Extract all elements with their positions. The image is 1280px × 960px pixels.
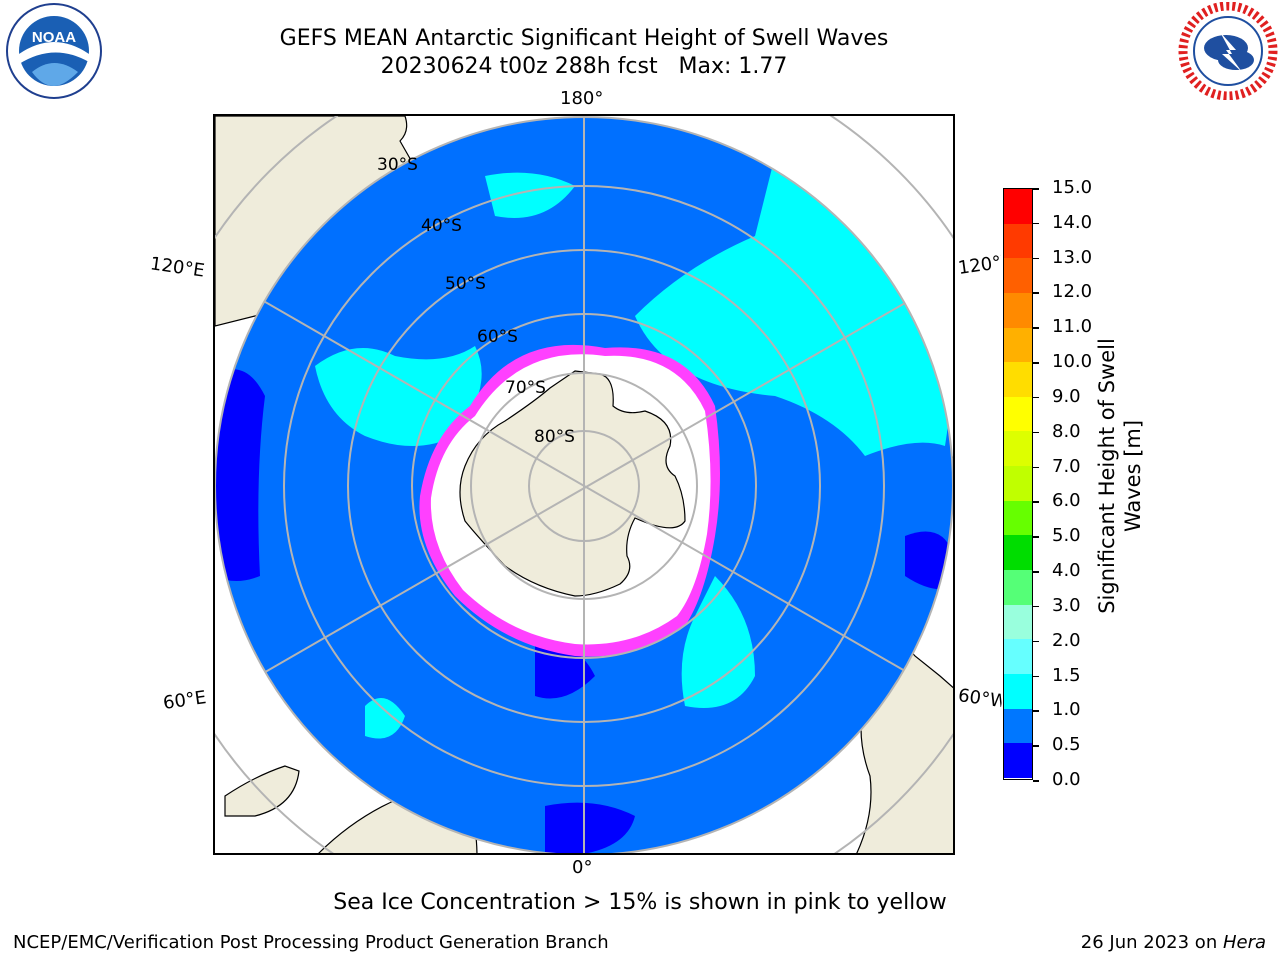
- colorbar-tick-label: 6.0: [1052, 490, 1081, 512]
- colorbar-tick-label: 7.0: [1052, 455, 1081, 477]
- colorbar-segment: [1004, 396, 1032, 432]
- chart-subtitle: 20230624 t00z 288h fcst Max: 1.77: [380, 54, 788, 79]
- lon-label-120e: 120°E: [148, 253, 206, 282]
- colorbar-segment: [1004, 500, 1032, 536]
- noaa-logo: NOAA: [4, 2, 104, 100]
- colorbar-tick-mark: [1033, 188, 1039, 190]
- colorbar-tick-mark: [1033, 640, 1039, 643]
- colorbar-segment: [1004, 466, 1032, 501]
- lat-label-80s: 80°S: [534, 427, 575, 447]
- colorbar-tick-label: 14.0: [1052, 211, 1093, 233]
- colorbar-tick-label: 1.0: [1052, 699, 1081, 721]
- lat-label-50s: 50°S: [445, 274, 486, 294]
- graticule: [215, 117, 953, 853]
- colorbar-label-line2: Waves [m]: [1120, 419, 1145, 533]
- colorbar-tick-mark: [1033, 466, 1039, 469]
- colorbar-tick-mark: [1033, 362, 1039, 364]
- colorbar-tick-label: 4.0: [1052, 560, 1081, 582]
- colorbar-tick-mark: [1033, 710, 1039, 712]
- colorbar-segment: [1004, 258, 1032, 293]
- polar-map: 30°S 40°S 50°S 60°S 70°S 80°S: [213, 114, 955, 855]
- colorbar-tick-label: 8.0: [1052, 420, 1081, 442]
- colorbar-segment: [1004, 431, 1032, 467]
- lon-label-60w: 60°W: [956, 685, 1004, 712]
- colorbar-tick-label: 5.0: [1052, 525, 1081, 547]
- colorbar-tick-mark: [1033, 780, 1039, 782]
- colorbar-segment: [1004, 639, 1032, 674]
- date-text: 26 Jun 2023 on: [1080, 932, 1223, 953]
- lon-label-60e: 60°E: [161, 687, 208, 714]
- lon-label-0: 0°: [572, 857, 593, 878]
- colorbar-segment: [1004, 570, 1032, 605]
- land-madagascar: [224, 765, 300, 817]
- colorbar-segment: [1004, 189, 1032, 224]
- lat-label-30s: 30°S: [377, 155, 418, 175]
- host-name: Hera: [1222, 932, 1266, 953]
- noaa-logo-text: NOAA: [32, 29, 76, 46]
- colorbar-segment: [1004, 673, 1032, 709]
- colorbar-segment: [1004, 708, 1032, 744]
- colorbar-segment: [1004, 743, 1032, 778]
- colorbar-tick-label: 3.0: [1052, 594, 1081, 616]
- colorbar-tick-mark: [1033, 501, 1039, 503]
- colorbar-tick-mark: [1033, 571, 1039, 573]
- colorbar-tick-label: 15.0: [1052, 177, 1093, 198]
- colorbar-tick-mark: [1033, 431, 1039, 434]
- colorbar-tick-label: 9.0: [1052, 385, 1081, 407]
- colorbar-tick-label: 12.0: [1052, 281, 1093, 303]
- colorbar-tick-label: 10.0: [1052, 351, 1093, 373]
- nws-logo: [1178, 1, 1278, 101]
- colorbar-segment: [1004, 223, 1032, 259]
- colorbar: [1003, 188, 1033, 780]
- colorbar-label-line1: Significant Height of Swell: [1094, 338, 1119, 614]
- date-line: 26 Jun 2023 on Hera: [1081, 932, 1266, 953]
- colorbar-tick-mark: [1033, 257, 1039, 260]
- chart-title: GEFS MEAN Antarctic Significant Height o…: [279, 26, 889, 51]
- lat-label-40s: 40°S: [421, 216, 462, 236]
- colorbar-segment: [1004, 362, 1032, 397]
- colorbar-tick-label: 1.5: [1052, 664, 1081, 686]
- lat-label-70s: 70°S: [505, 378, 546, 398]
- colorbar-segment: [1004, 327, 1032, 363]
- credit-line: NCEP/EMC/Verification Post Processing Pr…: [13, 932, 609, 953]
- colorbar-label: Significant Height of Swell Waves [m]: [975, 338, 1265, 614]
- colorbar-tick-mark: [1033, 222, 1039, 225]
- colorbar-segment: [1004, 604, 1032, 640]
- colorbar-tick-label: 0.0: [1052, 769, 1081, 790]
- colorbar-tick-label: 0.5: [1052, 734, 1081, 756]
- colorbar-tick-mark: [1033, 745, 1039, 747]
- colorbar-segment: [1004, 535, 1032, 571]
- sea-ice-caption: Sea Ice Concentration > 15% is shown in …: [333, 890, 947, 915]
- land-antarctica: [459, 370, 686, 597]
- colorbar-tick-mark: [1033, 292, 1039, 294]
- lon-label-180: 180°: [560, 88, 604, 109]
- colorbar-tick-mark: [1033, 675, 1039, 678]
- colorbar-tick-label: 13.0: [1052, 246, 1093, 268]
- colorbar-tick-mark: [1033, 605, 1039, 608]
- colorbar-tick-mark: [1033, 536, 1039, 538]
- colorbar-tick-label: 11.0: [1052, 316, 1093, 338]
- lat-label-60s: 60°S: [477, 327, 518, 347]
- colorbar-tick-mark: [1033, 327, 1039, 329]
- colorbar-tick-mark: [1033, 396, 1039, 399]
- lon-label-120w: 120°W: [956, 252, 1004, 279]
- colorbar-segment: [1004, 292, 1032, 328]
- colorbar-tick-label: 2.0: [1052, 629, 1081, 651]
